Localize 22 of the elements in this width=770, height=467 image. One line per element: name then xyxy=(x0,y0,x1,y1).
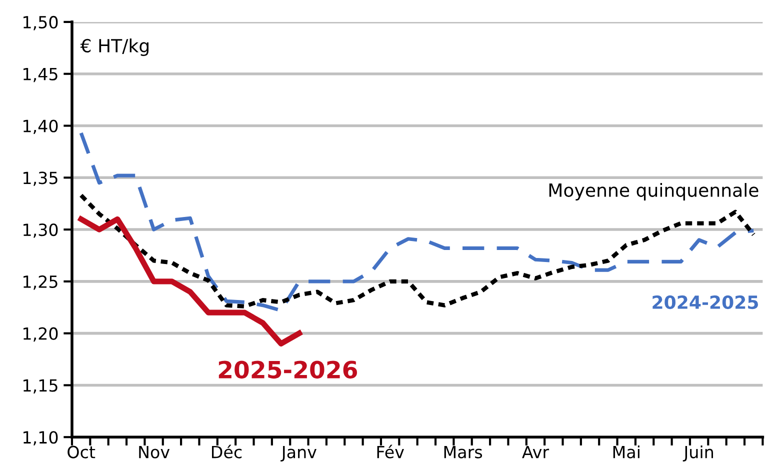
series-label: 2024-2025 xyxy=(652,295,758,310)
x-tick-label: Fév xyxy=(377,444,404,458)
y-tick-label: 1,10 xyxy=(24,431,58,446)
x-tick-label: Nov xyxy=(139,446,170,458)
y-tick-label: 1,15 xyxy=(24,379,58,394)
y-tick-label: 1,25 xyxy=(24,275,58,290)
y-tick-label: 1,20 xyxy=(24,327,58,342)
x-tick-label: Déc xyxy=(212,444,242,458)
x-tick-label: Oct xyxy=(68,446,96,458)
series-label: Moyenne quinquennale xyxy=(549,182,758,200)
y-tick-label: 1,30 xyxy=(24,223,58,238)
x-tick-label: Juin xyxy=(682,445,713,462)
series-label: 2025-2026 xyxy=(218,360,357,379)
y-axis-title: € HT/kg xyxy=(80,38,148,56)
y-tick-label: 1,35 xyxy=(24,172,58,186)
x-tick-label: Janv xyxy=(280,446,316,462)
y-tick-label: 1,40 xyxy=(24,120,58,134)
y-tick-label: 1,45 xyxy=(24,68,58,82)
x-tick-label: Avr xyxy=(522,446,550,458)
y-tick-label: 1,50 xyxy=(24,16,58,30)
x-tick-label: Mai xyxy=(613,445,640,458)
x-tick-label: Mars xyxy=(444,446,482,458)
